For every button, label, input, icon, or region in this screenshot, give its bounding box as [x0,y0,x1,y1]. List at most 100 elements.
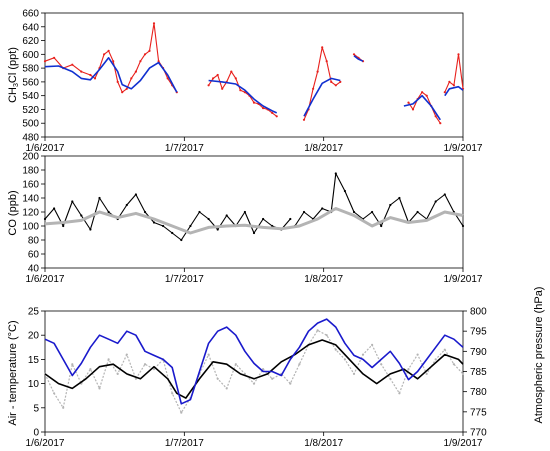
data-point [125,203,128,207]
data-point [339,80,342,83]
data-point [157,60,160,63]
series-line [353,55,364,62]
y-tick-label: 580 [22,64,39,75]
y-tick-label: 80 [28,236,40,247]
data-point [380,224,383,228]
data-point [225,387,228,390]
data-point [53,56,56,59]
x-tick-label: 1/7/2017 [165,438,204,449]
data-point [234,363,237,366]
y-tick-label: 160 [22,180,39,191]
data-point [434,115,437,118]
y-tick-label: 5 [33,403,39,414]
data-point [171,392,174,395]
x-tick-label: 1/6/2017 [26,438,65,449]
data-point [143,363,147,366]
y-tick-label: 10 [28,379,40,390]
data-point [239,89,242,92]
data-point [207,353,210,356]
series-line [303,77,341,117]
data-point [321,46,324,49]
data-point [216,73,219,77]
data-point [434,358,437,361]
y-tick-label: 520 [22,105,39,116]
data-point [216,228,219,231]
data-point [125,87,128,90]
y-tick-label-right: 800 [470,307,487,318]
x-tick-label: 1/6/2017 [26,274,65,285]
series-line [403,94,441,121]
x-tick-label: 1/6/2017 [26,143,65,154]
data-point [43,217,47,221]
series-line [294,172,464,227]
data-point [80,214,83,217]
y-axis-label: CO (ppb) [7,190,19,235]
data-point [116,80,119,83]
y-tick-label: 60 [28,250,40,261]
x-tick-label: 1/8/2017 [304,143,343,154]
data-point [371,210,374,214]
data-point [189,224,192,228]
data-point [316,70,319,73]
data-point [262,217,265,221]
panel-ch3cl: CH3Cl (ppt) 480 500 520 540 560 580 600 620 640 6… [7,9,483,155]
data-point [162,224,165,228]
data-point [298,363,301,366]
series-line [44,329,464,414]
data-point [216,377,219,380]
data-point [371,343,374,346]
y-tick-label: 180 [22,166,39,177]
data-point [271,377,274,380]
data-point [380,363,383,366]
data-point [461,372,465,375]
y-tick-label: 500 [22,119,39,130]
y-tick-label: 540 [22,91,39,102]
data-point [98,387,101,390]
data-point [207,84,210,87]
data-point [330,80,333,83]
y-tick-label-right: 770 [470,428,487,439]
data-point [143,210,147,214]
data-point [407,101,410,104]
data-point [130,77,133,80]
data-point [180,411,183,414]
series-line [44,339,464,399]
data-point [262,107,265,110]
data-point [443,193,446,196]
data-point [221,87,224,90]
data-point [302,118,306,121]
y-tick-label: 25 [28,307,40,318]
data-point [53,392,56,395]
data-point [98,196,101,200]
data-point [443,348,446,351]
data-point [325,334,328,337]
data-point [171,231,174,235]
data-point [325,60,328,63]
panel-co: CO (ppb) 40 60 80 100 120 140 160 180 200 1/6/201… [7,152,483,286]
data-point [302,210,306,214]
data-point [434,200,437,203]
y-tick-label: 15 [28,355,40,366]
data-point [271,224,274,228]
data-point [225,214,228,217]
data-point [448,80,451,83]
data-point [166,77,169,80]
data-point [180,238,183,242]
y-tick-label: 120 [22,208,39,219]
y-tick-label-right: 775 [470,407,487,418]
series-line [44,207,464,235]
y-tick-label: 560 [22,77,39,88]
data-point [53,207,56,210]
series-line [44,193,291,241]
data-point [416,210,419,214]
panel-temperature-pressure: Air - temperature (°C) Atmospheric press… [7,287,545,449]
data-point [425,372,428,375]
x-tick-label: 1/9/2017 [444,438,483,449]
data-point [43,60,47,63]
data-point [243,372,246,375]
data-point [289,217,292,221]
data-point [89,73,92,77]
data-point [262,368,265,371]
data-point [252,382,256,385]
data-point [398,196,401,200]
